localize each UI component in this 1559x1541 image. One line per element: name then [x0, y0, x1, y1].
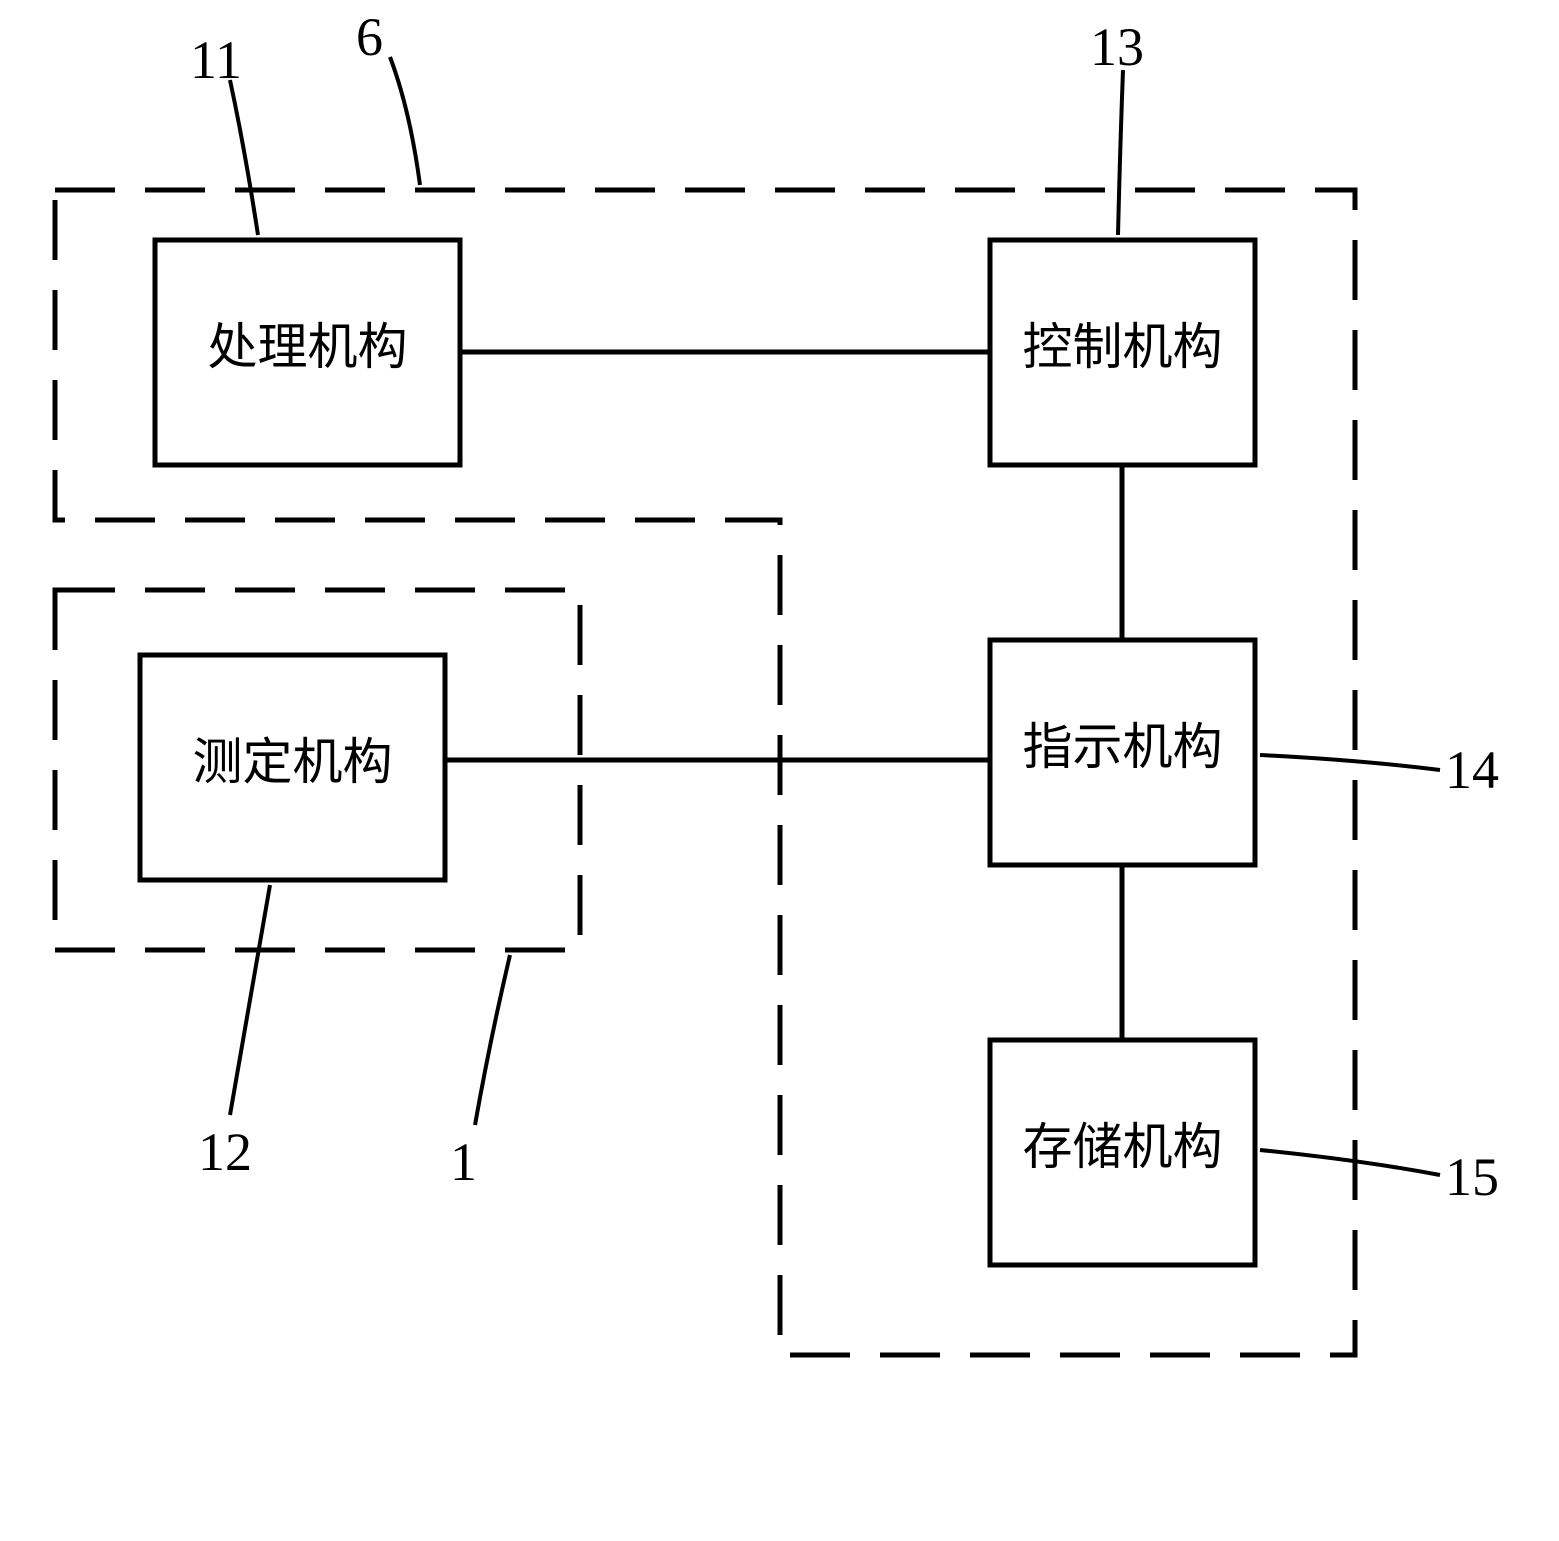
- leader-15: [1260, 1150, 1440, 1175]
- leader-11: [230, 80, 258, 235]
- ref-num-12: 12: [198, 1122, 252, 1182]
- diagram-canvas: 处理机构 控制机构测定机构 指示机构存储机构 6 11 13 14 15 12 1: [0, 0, 1559, 1541]
- ref-num-11: 11: [190, 30, 242, 90]
- block-label-b15: 存储机构: [1023, 1119, 1223, 1175]
- block-label-b11: 处理机构: [208, 319, 408, 375]
- leader-6: [390, 57, 420, 185]
- leader-1: [475, 955, 510, 1125]
- ref-num-15: 15: [1445, 1147, 1499, 1207]
- block-label-b14: 指示机构: [1023, 719, 1223, 775]
- ref-num-13: 13: [1090, 17, 1144, 77]
- ref-num-14: 14: [1445, 740, 1499, 800]
- leader-13: [1118, 70, 1123, 235]
- leader-14: [1260, 755, 1440, 770]
- block-label-b13: 控制机构: [1023, 319, 1223, 375]
- ref-num-6: 6: [356, 7, 383, 67]
- leader-12: [230, 885, 270, 1115]
- ref-num-1: 1: [450, 1132, 477, 1192]
- block-label-b12: 测定机构: [193, 734, 393, 790]
